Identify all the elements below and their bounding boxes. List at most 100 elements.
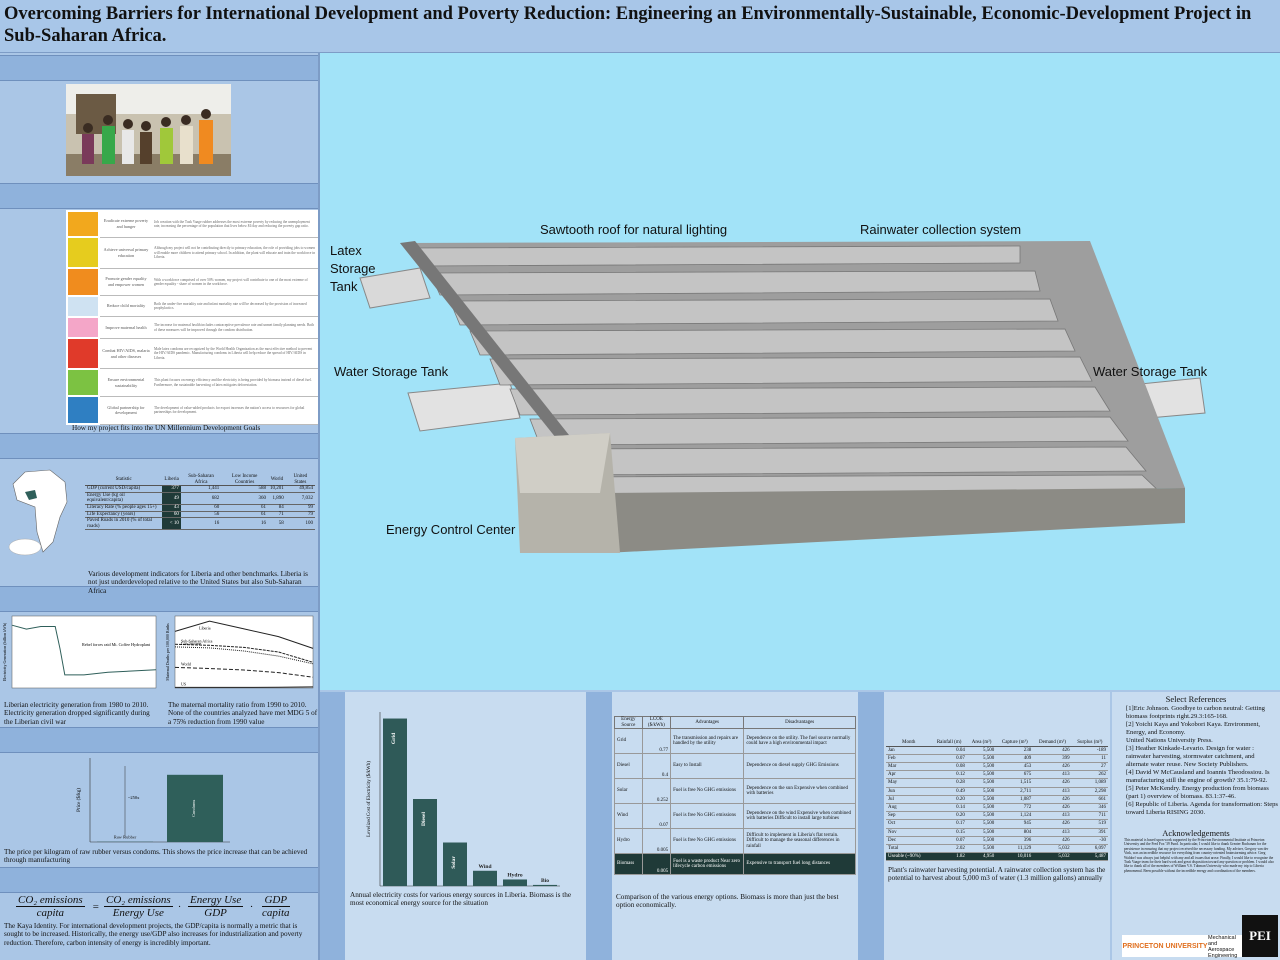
table-cell: Dependence on the sun Expensive when com…: [743, 778, 856, 805]
table-cell: 409: [996, 754, 1034, 764]
caption: The maternal mortality ratio from 1990 t…: [168, 701, 318, 726]
table-cell: Life Expectancy (years): [85, 511, 163, 519]
table-cell: 453: [996, 762, 1034, 772]
fraction: CO₂ emissions capita: [16, 894, 85, 919]
table-row: May 0.28 5,500 1,515 426 1,089: [886, 778, 1108, 788]
numerator: CO₂ emissions: [16, 894, 85, 907]
table-cell: Useable (~90%): [886, 852, 932, 862]
table-cell: 100: [285, 517, 315, 531]
axis-label: Electricity Generation (billion kWh): [2, 622, 7, 681]
table-row: Jun 0.49 5,500 2,711 413 2,298: [886, 787, 1108, 796]
caption: Comparison of the various energy options…: [616, 893, 839, 910]
data-line: [174, 620, 314, 649]
table-cell: Global partnership for development: [107, 404, 145, 416]
table-cell: 399: [1033, 754, 1072, 764]
table-cell: 0.005: [641, 853, 672, 876]
table-row: Diesel 0.4 Easy to Install Dependence on di…: [614, 753, 856, 780]
table-cell: Both the under-five mortality rate and i…: [154, 302, 307, 311]
table-cell: The transmission and repairs are handled…: [670, 728, 745, 755]
reference: [3] Heather Kinkade-Levario. Design for …: [1126, 745, 1255, 768]
table-row: Global partnership for development The de…: [66, 395, 318, 425]
table-cell: 0.07: [641, 803, 672, 830]
bar: [443, 842, 467, 886]
table-row: Dec 0.07 5,500 396 426 -30: [886, 836, 1108, 846]
header-cell: LCOE ($/kWh): [641, 715, 672, 730]
bar: [383, 718, 407, 886]
table-cell: With a workforce comprised of over 50% w…: [154, 277, 308, 286]
table-row: Promote gender equality and empower wome…: [66, 267, 318, 297]
table-cell: 413: [1033, 811, 1072, 821]
table-cell: -30: [1071, 836, 1108, 846]
table-cell: 16: [221, 517, 269, 531]
table-row: Energy Use (kg oil equivalent/capita) 49 6…: [85, 492, 315, 505]
table-cell: Expensive to transport fuel long distanc…: [743, 853, 856, 876]
header-cell: Rainfall (m): [931, 740, 967, 747]
table-cell: 71: [268, 511, 286, 519]
table-cell: 49,854: [285, 485, 315, 493]
table-cell: 5,500: [966, 819, 997, 829]
table-cell: 0.04: [931, 746, 967, 755]
denominator: capita: [36, 907, 65, 919]
table-cell: < 10: [162, 517, 181, 531]
table-cell: 0.20: [931, 795, 967, 805]
table-cell: 2,711: [996, 787, 1034, 796]
table-cell: 0.14: [931, 803, 967, 813]
table-cell: 0.77: [641, 728, 672, 755]
table-cell: Feb: [886, 754, 932, 764]
table-cell: Ensure environmental sustainability: [107, 377, 145, 388]
table-cell: Eradicate extreme poverty and hunger: [103, 218, 149, 229]
table-cell: Reduce child mortality: [106, 303, 146, 309]
bar-label: Diesel: [421, 812, 427, 827]
reference: [1]Eric Johnson. Goodbye to carbon neutr…: [1126, 705, 1265, 720]
table-cell: Nov: [886, 828, 932, 837]
table-cell: 426: [1033, 762, 1072, 772]
table-cell: 377: [162, 485, 181, 493]
table-cell: Fuel is free No GHG emissions: [670, 828, 745, 855]
table-cell: This plant focuses on energy efficiency …: [154, 378, 312, 387]
goal-icon: [66, 209, 100, 239]
table-cell: 262: [1071, 770, 1108, 780]
numerator: GDP: [262, 894, 290, 907]
caption: The Kaya Identity. For international dev…: [4, 922, 303, 947]
table-cell: 682: [180, 492, 222, 505]
table-cell: 0.08: [931, 762, 967, 772]
table-cell: Diesel: [614, 753, 643, 780]
references-title: Select References: [1165, 694, 1227, 704]
table-row: Useable (~90%) 1.82 4,950 10,016 5,032 5,487: [886, 852, 1108, 862]
data-line: [174, 643, 314, 663]
fraction: CO₂ emissions Energy Use: [104, 894, 173, 919]
table-cell: 519: [1071, 819, 1108, 829]
table-row: Ensure environmental sustainability This …: [66, 367, 318, 398]
table-cell: 0.07: [931, 836, 967, 846]
axis-label: Maternal Deaths per 100,000 Births: [165, 623, 171, 681]
table-cell: 396: [996, 836, 1034, 846]
header-row: Statistic Liberia Sub-Saharan Africa Low In…: [85, 474, 315, 487]
data-line: [174, 666, 314, 678]
table-cell: 5,500: [966, 836, 997, 846]
data-line: [175, 686, 314, 688]
table-cell: 238: [996, 746, 1034, 755]
table-cell: 60: [162, 511, 181, 519]
table-cell: 346: [1071, 803, 1108, 813]
table-cell: 43: [162, 504, 181, 512]
table-row: Mar 0.08 5,500 453 426 27: [886, 762, 1108, 772]
table-cell: 58: [268, 517, 286, 531]
title-bar: Overcoming Barriers for International De…: [0, 0, 1280, 53]
annotation: Rebel forces raid Mt. Coffee Hydroplant: [82, 642, 151, 647]
table-cell: Fuel is free No GHG emissions: [670, 803, 745, 830]
header-cell: Area (m²): [966, 740, 997, 747]
table-cell: 804: [996, 828, 1034, 837]
table-cell: 1,441: [180, 485, 222, 493]
table-row: Combat HIV/AIDS, malaria and other disea…: [66, 337, 318, 370]
caption: Plant's rainwater harvesting potential. …: [888, 866, 1106, 883]
bar: [473, 870, 497, 886]
table-cell: 11: [1071, 754, 1108, 764]
table-cell: 426: [1033, 819, 1072, 829]
model-label: Rainwater collection system: [860, 222, 1022, 237]
reference: United Nations University Press.: [1126, 737, 1213, 744]
table-row: GDP (current USD/capita) 377 1,441 588 10,20…: [85, 485, 315, 493]
caption: How my project fits into the UN Millenni…: [72, 424, 261, 432]
reference: [4] David W McCausland and Ioannis Theod…: [1126, 769, 1270, 784]
table-cell: 56: [180, 511, 222, 519]
